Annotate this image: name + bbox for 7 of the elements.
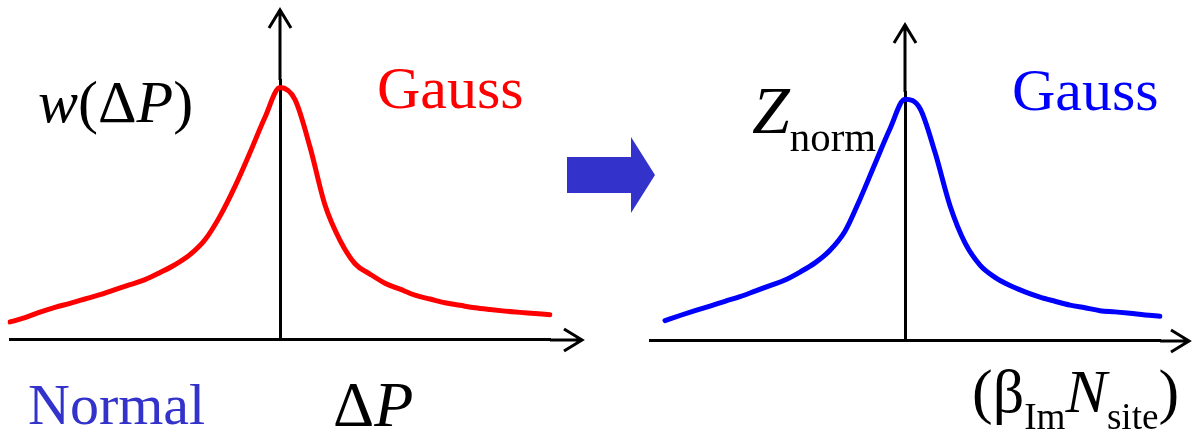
y-axis-title: Z$_{norm}$ [752,72,876,161]
series-label: Gauss [377,54,524,121]
x-axis-title: (β$_{Im}$N$_{site}$) [972,357,1180,437]
x-axis-title: ΔP [333,369,414,438]
text: Normal [28,372,206,438]
y-axis-title: w(ΔP) [38,68,194,135]
series-label: Gauss [1012,56,1159,123]
